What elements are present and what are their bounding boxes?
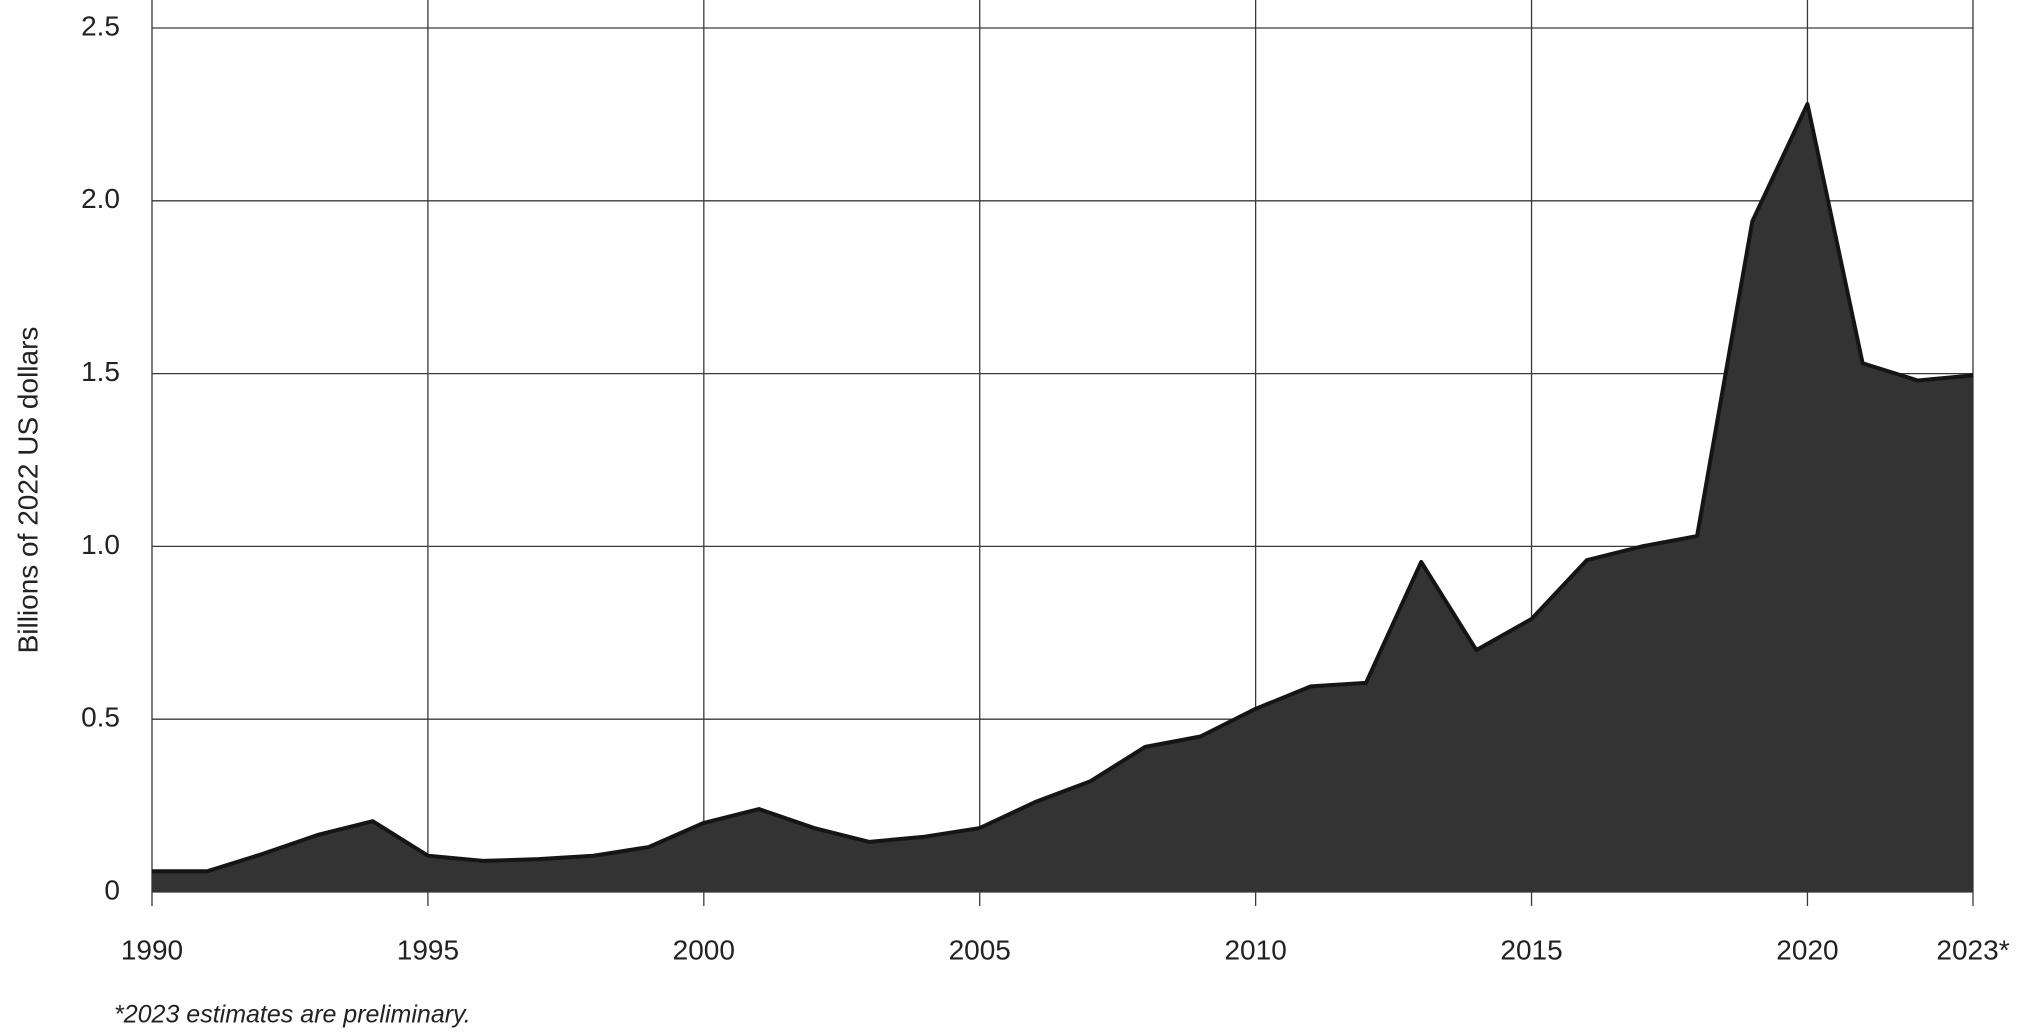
x-tick-label: 2023*: [1936, 934, 2009, 965]
x-tick-label: 1995: [397, 934, 459, 965]
x-tick-label: 2020: [1776, 934, 1838, 965]
x-tick-label: 1990: [121, 934, 183, 965]
area: [152, 104, 1973, 893]
y-tick-label: 2.5: [81, 10, 120, 41]
x-tick-label: 2015: [1500, 934, 1562, 965]
x-tick-label: 2010: [1224, 934, 1286, 965]
y-tick-label: 1.5: [81, 356, 120, 387]
footnote: *2023 estimates are preliminary.: [114, 1001, 471, 1029]
y-tick-label: 1.0: [81, 529, 120, 560]
y-tick-label: 0.5: [81, 702, 120, 733]
x-tick-label: 2005: [949, 934, 1011, 965]
y-tick-label: 0: [104, 874, 120, 905]
y-axis-label: Billions of 2022 US dollars: [12, 327, 43, 654]
y-tick-label: 2.0: [81, 183, 120, 214]
area-outline: [152, 102, 1974, 874]
x-tick-label: 2000: [673, 934, 735, 965]
